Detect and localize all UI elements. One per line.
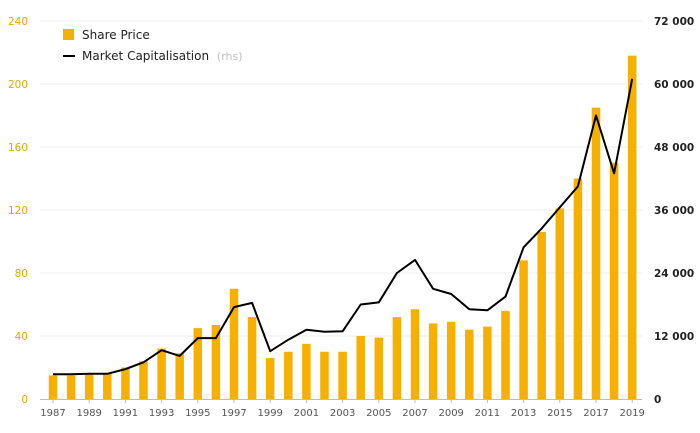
- bar-1997: [229, 288, 239, 399]
- bar-2006: [392, 317, 402, 399]
- bar-2008: [428, 323, 438, 399]
- bar-2015: [555, 208, 565, 399]
- right-tick-label: 0: [654, 394, 661, 406]
- bar-2012: [501, 310, 510, 399]
- bar-2002: [320, 351, 329, 399]
- bar-2018: [609, 162, 619, 399]
- right-tick-label: 36 000: [654, 205, 694, 217]
- bar-1993: [157, 348, 166, 399]
- share-price-bars: [48, 55, 637, 400]
- x-tick-label: 1991: [113, 408, 138, 419]
- left-tick-label: 160: [8, 142, 28, 154]
- bar-2011: [483, 326, 492, 399]
- bar-1988: [66, 375, 76, 399]
- x-tick-label: 2013: [511, 408, 536, 419]
- right-y-axis-ticks: 0 12 000 24 000 36 000 48 000 60 000 72 000: [654, 16, 694, 406]
- left-y-axis-ticks: 0 40 80 120 160 200 240: [8, 16, 28, 406]
- bar-2003: [338, 351, 347, 399]
- bar-2013: [519, 260, 528, 399]
- bar-2016: [573, 178, 583, 399]
- bar-1995: [193, 328, 203, 399]
- right-tick-label: 24 000: [654, 268, 694, 280]
- left-tick-label: 200: [8, 79, 28, 91]
- x-tick-label: 1993: [149, 408, 174, 419]
- legend-label-market-cap-suffix: (rhs): [217, 50, 243, 63]
- bar-1987: [48, 375, 58, 399]
- x-tick-label: 2009: [438, 408, 463, 419]
- x-tick-label: 2015: [547, 408, 572, 419]
- left-tick-label: 0: [21, 394, 28, 406]
- x-axis-ticks: 1987 1989 1991 1993 1995 1997 1999 2001 2003 2005…: [40, 399, 645, 419]
- right-tick-label: 60 000: [654, 79, 694, 91]
- x-tick-label: 2017: [583, 408, 608, 419]
- bar-1992: [139, 361, 148, 399]
- bar-1989: [84, 373, 94, 399]
- x-tick-label: 2007: [402, 408, 427, 419]
- left-tick-label: 240: [8, 16, 28, 28]
- bar-2014: [537, 232, 546, 399]
- bar-2000: [284, 351, 293, 399]
- bar-2019: [627, 55, 637, 400]
- gridlines: [40, 20, 642, 337]
- bar-1991: [121, 367, 130, 399]
- bar-2005: [374, 337, 384, 399]
- bar-2004: [356, 336, 365, 399]
- bar-1998: [247, 317, 257, 399]
- bar-1990: [103, 373, 112, 399]
- legend-label-market-cap: Market Capitalisation: [82, 49, 209, 63]
- x-tick-label: 1999: [257, 408, 282, 419]
- bar-1996: [211, 324, 221, 399]
- x-tick-label: 2001: [294, 408, 319, 419]
- svg-text:Market Capitalisation (r: Market Capitalisation (rhs): [82, 49, 243, 63]
- right-tick-label: 48 000: [654, 142, 694, 154]
- bar-2017: [591, 107, 601, 399]
- x-tick-label: 2019: [619, 408, 644, 419]
- x-tick-label: 2003: [330, 408, 355, 419]
- x-tick-label: 2011: [475, 408, 500, 419]
- legend-label-share-price: Share Price: [82, 28, 150, 42]
- bar-1994: [175, 353, 184, 399]
- left-tick-label: 40: [15, 331, 28, 343]
- left-tick-label: 120: [8, 205, 28, 217]
- bar-2007: [410, 309, 420, 399]
- bar-2001: [302, 343, 311, 399]
- bar-2009: [446, 321, 456, 399]
- x-tick-label: 2005: [366, 408, 391, 419]
- legend-swatch-share-price: [63, 29, 74, 40]
- x-tick-label: 1995: [185, 408, 210, 419]
- right-tick-label: 12 000: [654, 331, 694, 343]
- right-tick-label: 72 000: [654, 16, 694, 28]
- bar-2010: [465, 329, 474, 399]
- x-tick-label: 1989: [76, 408, 101, 419]
- market-cap-line: [53, 78, 634, 376]
- x-tick-label: 1987: [40, 408, 65, 419]
- x-tick-label: 1997: [221, 408, 246, 419]
- left-tick-label: 80: [15, 268, 28, 280]
- bar-1999: [265, 358, 275, 399]
- legend: Share Price Market Capitalisation (rhs): [63, 28, 243, 63]
